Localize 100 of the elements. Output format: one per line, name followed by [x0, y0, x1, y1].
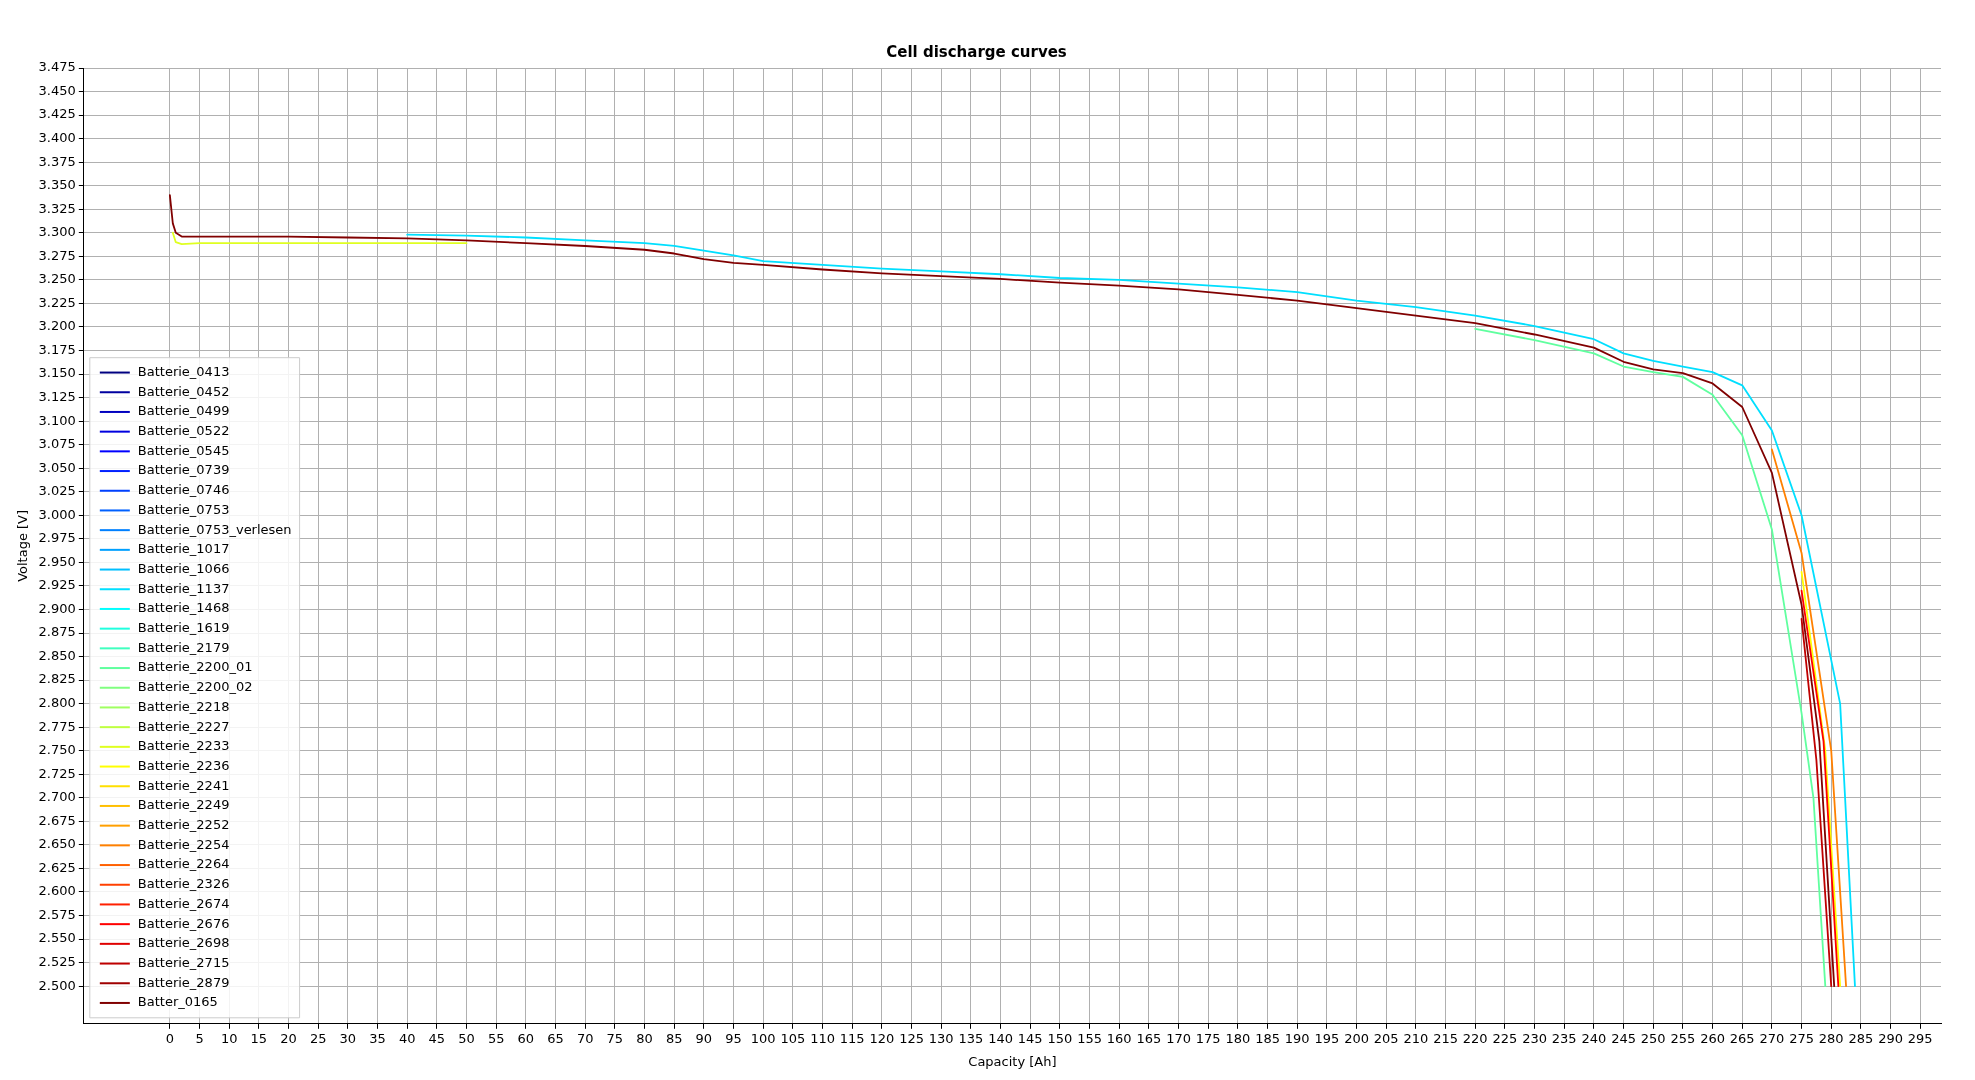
y-axis-title: Voltage [V] [15, 509, 31, 582]
legend-label: Batterie_2236 [137, 757, 230, 773]
x-tick-label: 285 [1848, 1030, 1874, 1046]
y-tick-label: 2.550 [38, 930, 76, 946]
x-tick-label: 70 [576, 1030, 594, 1046]
y-tick-label: 2.800 [38, 695, 76, 711]
y-tick-label: 3.225 [38, 294, 76, 310]
x-tick-label: 25 [309, 1030, 327, 1046]
x-tick-label: 250 [1640, 1030, 1666, 1046]
x-tick-label: 130 [928, 1030, 954, 1046]
x-tick-label: 215 [1433, 1030, 1458, 1046]
x-tick-label: 175 [1195, 1030, 1221, 1046]
x-tick-label: 255 [1670, 1030, 1696, 1046]
x-tick-label: 20 [280, 1030, 297, 1046]
y-tick-label: 2.650 [38, 836, 76, 852]
x-tick-label: 160 [1106, 1030, 1132, 1046]
y-tick-label: 3.100 [38, 412, 76, 428]
y-tick-label: 2.575 [38, 906, 76, 922]
y-tick-label: 2.975 [38, 530, 76, 546]
y-tick-label: 3.375 [38, 153, 76, 169]
y-tick-label: 3.175 [38, 341, 76, 357]
legend-label: Batterie_0452 [137, 383, 230, 399]
legend-label: Batterie_2249 [137, 797, 230, 813]
x-tick-label: 265 [1729, 1030, 1755, 1046]
legend-label: Batterie_2241 [137, 777, 230, 793]
y-tick-label: 3.025 [38, 483, 76, 499]
x-tick-label: 90 [695, 1030, 713, 1046]
x-tick-label: 270 [1759, 1030, 1785, 1046]
y-tick-label: 3.050 [38, 459, 76, 475]
legend-label: Batterie_0753_verlesen [137, 521, 292, 537]
x-tick-label: 135 [958, 1030, 984, 1046]
legend-label: Batterie_0413 [137, 363, 230, 379]
y-tick-label: 2.600 [38, 883, 76, 899]
x-tick-label: 115 [839, 1030, 865, 1046]
x-tick-label: 210 [1403, 1030, 1429, 1046]
legend-label: Batterie_1017 [137, 541, 230, 557]
y-tick-label: 2.500 [38, 977, 76, 993]
legend-label: Batterie_1066 [137, 560, 230, 576]
y-tick-label: 2.875 [38, 624, 76, 640]
x-tick-label: 260 [1700, 1030, 1725, 1046]
x-tick-label: 45 [428, 1030, 446, 1046]
legend-label: Batterie_2233 [137, 738, 230, 754]
x-tick-label: 65 [547, 1030, 564, 1046]
x-tick-label: 165 [1136, 1030, 1162, 1046]
y-tick-label: 2.700 [38, 789, 76, 805]
y-tick-label: 3.000 [38, 506, 76, 522]
y-tick-label: 3.075 [38, 436, 76, 452]
x-tick-label: 155 [1077, 1030, 1102, 1046]
legend-label: Batterie_2200_01 [137, 659, 253, 675]
legend-label: Batterie_2326 [137, 876, 230, 892]
legend-label: Batterie_1137 [137, 580, 230, 596]
x-tick-label: 245 [1611, 1030, 1636, 1046]
x-tick-label: 190 [1284, 1030, 1310, 1046]
y-tick-label: 2.925 [38, 577, 76, 593]
x-tick-label: 225 [1492, 1030, 1518, 1046]
x-tick-label: 150 [1047, 1030, 1073, 1046]
legend-label: Batterie_2715 [137, 954, 230, 970]
x-tick-label: 105 [780, 1030, 806, 1046]
x-tick-label: 50 [458, 1030, 475, 1046]
y-tick-label: 2.950 [38, 553, 76, 569]
x-tick-label: 200 [1344, 1030, 1369, 1046]
legend-label: Batterie_0499 [137, 403, 230, 419]
x-tick-label: 205 [1373, 1030, 1399, 1046]
x-tick-label: 60 [517, 1030, 535, 1046]
y-tick-label: 3.350 [38, 177, 76, 193]
legend-label: Batterie_0739 [137, 462, 230, 478]
x-tick-label: 295 [1907, 1030, 1933, 1046]
x-tick-label: 75 [606, 1030, 624, 1046]
y-tick-label: 2.525 [38, 953, 76, 969]
chart-title: Cell discharge curves [886, 42, 1067, 61]
legend-label: Batterie_1468 [137, 600, 230, 616]
y-tick-label: 3.125 [38, 388, 76, 404]
legend-label: Batterie_2200_02 [137, 679, 253, 695]
y-tick-label: 3.300 [38, 224, 76, 240]
x-tick-label: 230 [1522, 1030, 1547, 1046]
x-tick-label: 220 [1462, 1030, 1488, 1046]
x-tick-label: 110 [810, 1030, 835, 1046]
x-tick-label: 15 [250, 1030, 268, 1046]
x-tick-label: 185 [1255, 1030, 1280, 1046]
legend-label: Batterie_0545 [137, 442, 230, 458]
legend-label: Batterie_1619 [137, 620, 230, 636]
y-tick-label: 3.200 [38, 318, 76, 334]
x-tick-label: 40 [398, 1030, 416, 1046]
legend-label: Batterie_2227 [137, 718, 230, 734]
y-tick-label: 2.625 [38, 859, 76, 875]
x-tick-label: 35 [369, 1030, 386, 1046]
x-tick-label: 145 [1017, 1030, 1043, 1046]
y-tick-label: 3.250 [38, 271, 76, 287]
y-tick-label: 2.825 [38, 671, 76, 687]
legend-label: Batterie_2879 [137, 974, 230, 990]
y-tick-label: 3.325 [38, 200, 76, 216]
legend-label: Batterie_2179 [137, 639, 230, 655]
y-tick-label: 2.775 [38, 718, 76, 734]
x-tick-label: 235 [1551, 1030, 1577, 1046]
x-axis-title: Capacity [Ah] [968, 1053, 1057, 1069]
legend-label: Batterie_0522 [137, 423, 230, 439]
legend-label: Batterie_2218 [137, 698, 230, 714]
x-tick-label: 275 [1789, 1030, 1814, 1046]
y-tick-label: 2.900 [38, 600, 76, 616]
x-tick-label: 240 [1581, 1030, 1607, 1046]
